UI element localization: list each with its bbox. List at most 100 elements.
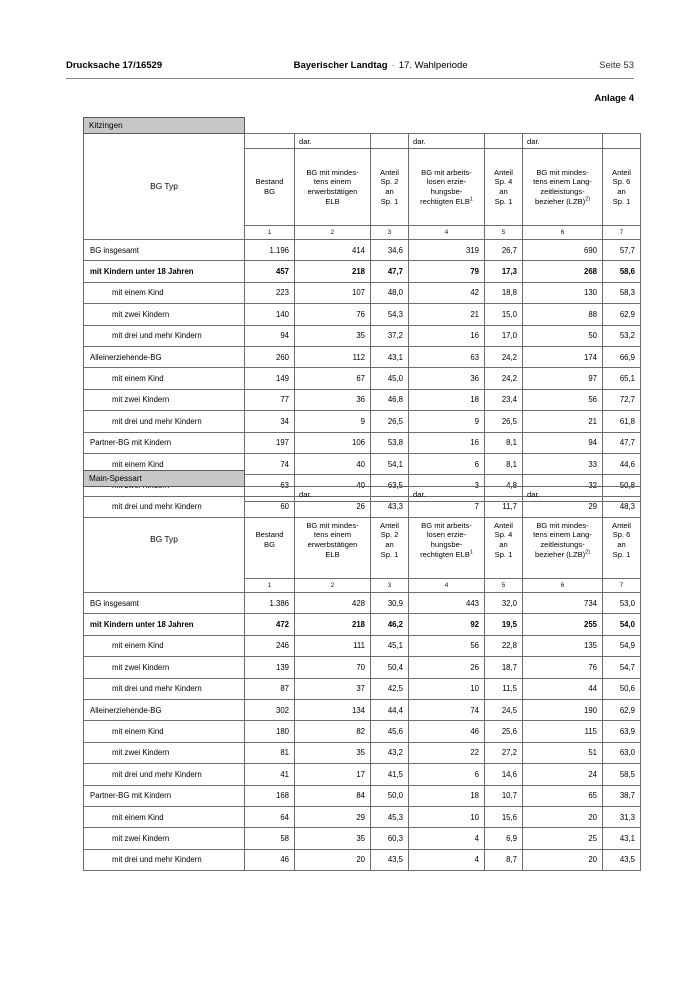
table-cell-value: 1.196 bbox=[244, 238, 295, 262]
table-cell-value: 10 bbox=[408, 805, 485, 829]
institution-name: Bayerischer Landtag bbox=[293, 60, 388, 71]
table-cell-value: 260 bbox=[244, 345, 295, 369]
header-line: Sp. 1 bbox=[380, 549, 399, 559]
dar-spacer bbox=[370, 133, 409, 149]
column-header-erwerbstaetige-elb: BG mit mindes-tens einem erwerbstätigen EL… bbox=[294, 501, 371, 579]
table-cell-value: 87 bbox=[244, 677, 295, 700]
table-cell-value: 14,6 bbox=[484, 763, 523, 786]
table-cell-value: 92 bbox=[408, 613, 485, 636]
table-cell-value: 15,0 bbox=[484, 303, 523, 326]
table-row: mit einem Kind 223 107 48,0 42 18,8 130 58,3 bbox=[83, 281, 641, 305]
table-row: mit einem Kind 74 40 54,1 6 8,1 33 44,6 bbox=[83, 452, 641, 476]
table-cell-value: 30,9 bbox=[370, 591, 409, 615]
table-row: mit Kindern unter 18 Jahren 472 218 46,2 92 1… bbox=[83, 613, 641, 636]
table-cell-value: 6 bbox=[408, 763, 485, 786]
column-header-anteil-sp2: Anteil Sp. 2 an Sp. 1 bbox=[370, 148, 409, 226]
header-line: BG bbox=[264, 540, 275, 549]
table-cell-value: 149 bbox=[244, 367, 295, 390]
column-header-anteil-sp6: Anteil Sp. 6 an Sp. 1 bbox=[602, 501, 641, 579]
dar-spacer bbox=[484, 133, 523, 149]
table-cell-value: 53,0 bbox=[602, 591, 641, 615]
table-cell-value: 130 bbox=[522, 281, 603, 305]
header-line: BG mit mindes- bbox=[536, 167, 589, 177]
header-line: Sp. 2 bbox=[380, 177, 399, 187]
header-line: Sp. 1 bbox=[612, 549, 631, 559]
table-row: mit einem Kind 246 111 45,1 56 22,8 135 54,9 bbox=[83, 634, 641, 658]
column-header-arbeitslose-elb: BG mit arbeits-losen erzie-hungsbe-recht… bbox=[408, 501, 485, 579]
row-label: mit einem Kind bbox=[83, 805, 245, 829]
dar-marker: dar. bbox=[522, 486, 603, 502]
table-cell-value: 24,2 bbox=[484, 345, 523, 369]
table-cell-value: 17 bbox=[294, 763, 371, 786]
table-cell-value: 44,4 bbox=[370, 698, 409, 722]
table-cell-value: 20 bbox=[522, 848, 603, 872]
header-line: Anteil bbox=[494, 167, 513, 177]
row-label: mit zwei Kindern bbox=[83, 656, 245, 679]
row-label: mit einem Kind bbox=[83, 634, 245, 658]
header-line: BG mit mindes- bbox=[536, 520, 589, 530]
header-line: Anteil bbox=[380, 520, 399, 530]
table-cell-value: 43,2 bbox=[370, 741, 409, 765]
annex-label: Anlage 4 bbox=[594, 93, 634, 104]
banner-spacer bbox=[485, 118, 523, 134]
header-line: bezieher (LZB)2) bbox=[534, 196, 591, 206]
header-line: an bbox=[385, 187, 394, 196]
column-number: 2 bbox=[294, 225, 371, 240]
dar-marker: dar. bbox=[294, 486, 371, 502]
column-number: 7 bbox=[602, 578, 641, 593]
row-label: mit drei und mehr Kindern bbox=[83, 848, 245, 872]
dar-row: BG Typ dar. dar. dar. bbox=[83, 486, 641, 593]
banner-spacer bbox=[523, 471, 603, 487]
banner-spacer bbox=[409, 471, 485, 487]
table-row: mit zwei Kindern 81 35 43,2 22 27,2 51 63,0 bbox=[83, 741, 641, 765]
table-cell-value: 62,9 bbox=[602, 698, 641, 722]
table-row: mit zwei Kindern 77 36 46,8 18 23,4 56 72,7 bbox=[83, 388, 641, 412]
table-cell-value: 218 bbox=[294, 613, 371, 636]
table-cell-value: 56 bbox=[522, 388, 603, 412]
header-line: zeitleistungs- bbox=[540, 540, 585, 549]
header-line: tens einem bbox=[313, 177, 352, 187]
column-number: 3 bbox=[370, 225, 409, 240]
running-header: Drucksache 17/16529 Bayerischer Landtag ·… bbox=[66, 60, 634, 71]
header-line: bezieher (LZB)2) bbox=[534, 549, 591, 559]
dar-marker: dar. bbox=[522, 133, 603, 149]
footnote-marker: 2) bbox=[585, 549, 591, 556]
column-number: 7 bbox=[602, 225, 641, 240]
dar-marker: dar. bbox=[294, 133, 371, 149]
table-cell-value: 35 bbox=[294, 324, 371, 347]
table-cell-value: 134 bbox=[294, 698, 371, 722]
table-cell-value: 21 bbox=[522, 410, 603, 433]
column-header-row: Bestand BG BG mit mindes-tens einem erwerbs… bbox=[84, 148, 641, 226]
document-number: Drucksache 17/16529 bbox=[66, 60, 163, 71]
column-header-bestand-bg: Bestand BG bbox=[244, 148, 295, 226]
table-cell-value: 60,3 bbox=[370, 827, 409, 850]
header-divider bbox=[66, 78, 634, 79]
table-cell-value: 302 bbox=[244, 698, 295, 722]
table-cell-value: 82 bbox=[294, 720, 371, 743]
table-cell-value: 17,0 bbox=[484, 324, 523, 347]
footnote-marker: 2) bbox=[585, 196, 591, 203]
column-header-anteil-sp4: Anteil Sp. 4 an Sp. 1 bbox=[484, 148, 523, 226]
table-cell-value: 27,2 bbox=[484, 741, 523, 765]
column-header-anteil-sp2: Anteil Sp. 2 an Sp. 1 bbox=[370, 501, 409, 579]
column-header-arbeitslose-elb: BG mit arbeits-losen erzie-hungsbe-recht… bbox=[408, 148, 485, 226]
header-line: BG mit arbeits- bbox=[421, 520, 472, 530]
table-row: BG insgesamt 1.386 428 30,9 443 32,0 734 53,0 bbox=[83, 591, 641, 615]
table-cell-value: 64 bbox=[244, 805, 295, 829]
table-cell-value: 58,5 bbox=[602, 763, 641, 786]
table-cell-value: 32,0 bbox=[484, 591, 523, 615]
header-line: ELB bbox=[325, 196, 340, 206]
table-cell-value: 174 bbox=[522, 345, 603, 369]
header-line: Anteil bbox=[612, 520, 631, 530]
statistics-table: Kitzingen BG Typ dar. dar. dar. Bestand BG BG m… bbox=[83, 117, 641, 519]
header-line: zeitleistungs- bbox=[540, 187, 585, 196]
table-row: mit zwei Kindern 139 70 50,4 26 18,7 76 54,7 bbox=[83, 656, 641, 679]
table-cell-value: 61,8 bbox=[602, 410, 641, 433]
table-cell-value: 66,9 bbox=[602, 345, 641, 369]
dar-spacer bbox=[484, 486, 523, 502]
header-line: Sp. 4 bbox=[494, 530, 513, 540]
table-cell-value: 22,8 bbox=[484, 634, 523, 658]
table-cell-value: 50 bbox=[522, 324, 603, 347]
table-cell-value: 97 bbox=[522, 367, 603, 390]
table-cell-value: 94 bbox=[522, 431, 603, 454]
